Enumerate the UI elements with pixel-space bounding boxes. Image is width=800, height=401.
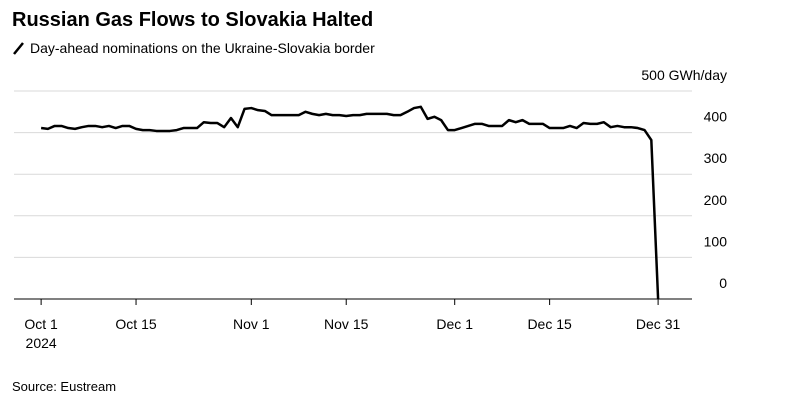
y-tick-label: 500 GWh/day — [641, 67, 727, 83]
chart-title: Russian Gas Flows to Slovakia Halted — [12, 9, 373, 31]
chart-subtitle: Day-ahead nominations on the Ukraine-Slo… — [30, 40, 375, 56]
x-tick-label: Dec 15 — [527, 316, 572, 332]
data-line — [40, 105, 660, 300]
y-tick-label: 100 — [704, 233, 728, 249]
x-tick-label: Nov 15 — [324, 316, 369, 332]
y-tick-label: 300 — [704, 150, 728, 166]
y-tick-label: 200 — [704, 192, 728, 208]
source-note: Source: Eustream — [12, 379, 116, 394]
x-tick-label: Dec 31 — [636, 316, 681, 332]
x-tick-label: Nov 1 — [233, 316, 270, 332]
x-tick-label: Oct 1 — [24, 316, 58, 332]
y-tick-label: 400 — [704, 109, 728, 125]
x-tick-label: Oct 15 — [115, 316, 156, 332]
y-tick-label: 0 — [719, 275, 727, 291]
x-year-label: 2024 — [26, 335, 57, 351]
subtitle-icon — [13, 42, 24, 55]
x-tick-label: Dec 1 — [436, 316, 473, 332]
